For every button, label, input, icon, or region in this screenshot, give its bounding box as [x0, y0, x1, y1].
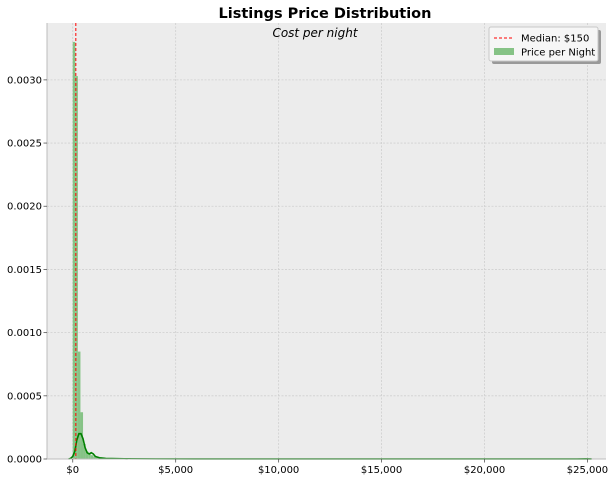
- histogram-bar-4: [83, 443, 86, 459]
- histogram-bar-7: [90, 455, 94, 459]
- x-axis-ticks: $0 $5,000 $10,000 $15,000 $20,000 $25,000: [66, 459, 608, 476]
- x-tick-label-5: $25,000: [567, 465, 608, 476]
- legend-histogram-swatch: [494, 48, 514, 55]
- axes: [46, 23, 606, 460]
- y-axis-ticks: 0.0000 0.0005 0.0010 0.0015 0.0020 0.0025 0.00…: [7, 75, 47, 466]
- legend-box: [488, 26, 599, 62]
- x-tick-label-2: $10,000: [258, 465, 299, 476]
- histogram-bar-8: [93, 456, 96, 459]
- y-tick-label-4: 0.0020: [7, 202, 42, 213]
- histogram-bar-1: [75, 76, 78, 460]
- x-tick-label-0: $0: [66, 465, 79, 476]
- plot-area: [47, 23, 606, 459]
- y-tick-label-3: 0.0015: [7, 265, 42, 276]
- histogram-bar-6: [88, 453, 91, 459]
- histogram-bar-2: [77, 351, 81, 459]
- chart-subtitle: Cost per night: [272, 26, 358, 40]
- y-tick-label-5: 0.0025: [7, 139, 42, 150]
- histogram-bar-9: [95, 457, 99, 459]
- y-tick-label-1: 0.0005: [7, 391, 42, 402]
- chart-title: Listings Price Distribution: [219, 6, 432, 22]
- y-tick-label-2: 0.0010: [7, 328, 42, 339]
- legend: Median: $150 Price per Night: [488, 26, 601, 64]
- y-tick-label-6: 0.0030: [7, 75, 42, 86]
- x-tick-label-1: $5,000: [158, 465, 193, 476]
- histogram-bar-0: [72, 41, 76, 460]
- y-tick-label-0: 0.0000: [7, 455, 42, 466]
- legend-median-label: Median: $150: [521, 34, 589, 45]
- histogram-bar-5: [85, 451, 89, 459]
- x-tick-label-4: $20,000: [464, 465, 505, 476]
- x-tick-label-3: $15,000: [361, 465, 402, 476]
- legend-histogram-label: Price per Night: [521, 48, 595, 59]
